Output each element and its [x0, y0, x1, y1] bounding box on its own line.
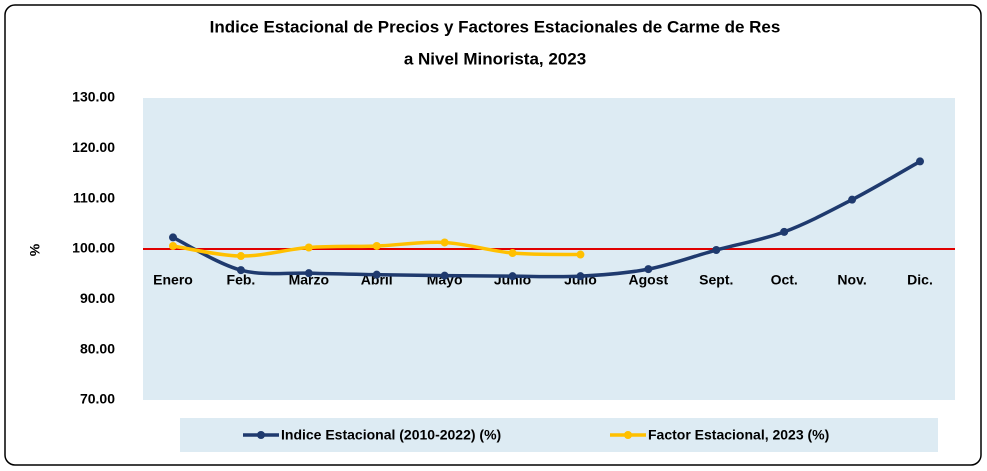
point	[576, 250, 585, 259]
point	[169, 241, 177, 250]
y-tick-label: 120.00	[72, 139, 115, 155]
x-tick-label: Oct.	[771, 272, 798, 288]
point	[440, 238, 449, 247]
legend-label: Indice Estacional (2010-2022) (%)	[281, 427, 501, 443]
point	[576, 272, 585, 281]
point	[440, 271, 449, 280]
point	[508, 272, 517, 281]
x-tick-label: Agost	[629, 272, 669, 288]
series-line	[172, 159, 921, 279]
point	[712, 246, 721, 255]
y-tick-label: 70.00	[80, 391, 115, 407]
point	[848, 195, 857, 204]
point	[644, 265, 653, 274]
point	[508, 249, 517, 258]
y-tick-label: 100.00	[72, 240, 115, 256]
x-tick-label: Feb.	[227, 272, 256, 288]
y-tick-label: 80.00	[80, 340, 115, 356]
point	[236, 266, 245, 275]
legend-label: Factor Estacional, 2023 (%)	[648, 427, 829, 443]
point	[780, 227, 789, 236]
x-tick-label: Sept.	[699, 272, 733, 288]
y-tick-label: 90.00	[80, 290, 115, 306]
y-axis-label: %	[27, 243, 43, 256]
point	[372, 270, 381, 279]
point	[372, 241, 381, 250]
x-tick-label: Marzo	[289, 272, 329, 288]
point	[169, 233, 177, 242]
y-tick-label: 130.00	[72, 89, 115, 105]
point	[236, 252, 245, 261]
x-tick-label: Dic.	[907, 272, 933, 288]
point	[304, 243, 313, 252]
point	[304, 269, 313, 278]
x-tick-label: Nov.	[837, 272, 866, 288]
legend-marker	[257, 431, 265, 439]
y-tick-label: 110.00	[73, 189, 115, 205]
legend-marker	[624, 431, 632, 439]
point	[916, 157, 924, 166]
x-tick-label: Enero	[153, 272, 193, 288]
chart-title: Indice Estacional de Precios y Factores …	[210, 17, 781, 36]
legend-box	[180, 418, 938, 452]
chart-title: a Nivel Minorista, 2023	[404, 49, 586, 68]
